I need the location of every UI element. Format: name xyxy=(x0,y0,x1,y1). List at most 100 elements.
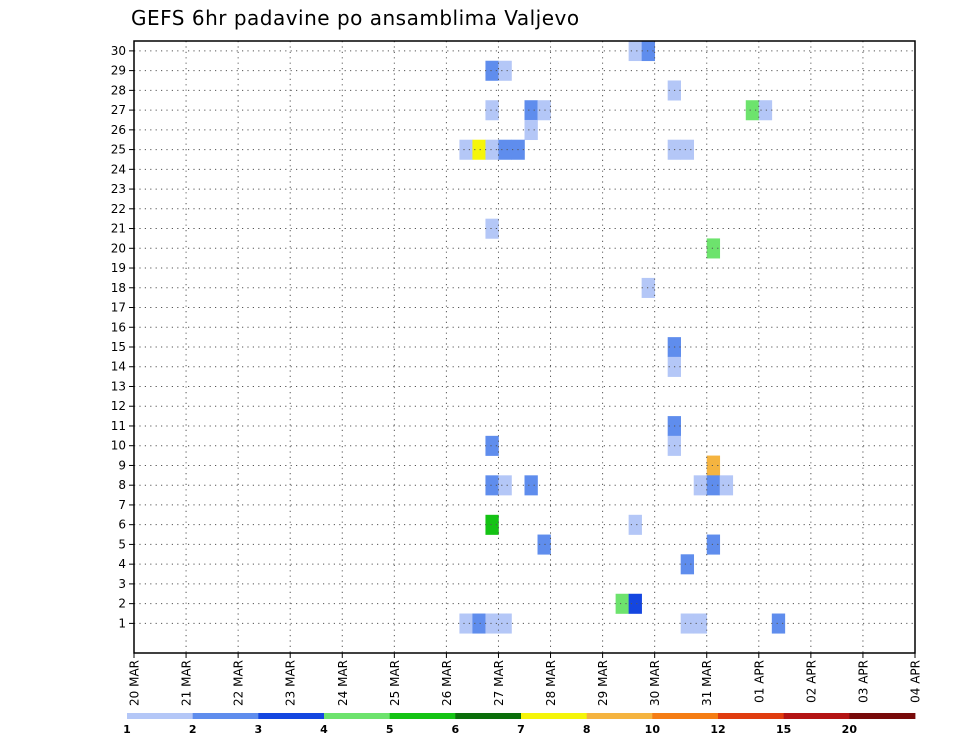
colorbar-swatch xyxy=(389,713,456,719)
colorbar-label: 8 xyxy=(583,723,591,736)
heatmap-cell xyxy=(498,613,512,634)
colorbar-swatch xyxy=(783,713,850,719)
y-tick-label: 25 xyxy=(111,143,126,157)
colorbar-swatch xyxy=(258,713,325,719)
x-tick-label: 23 MAR xyxy=(284,660,298,706)
colorbar-swatch xyxy=(324,713,391,719)
y-tick-label: 3 xyxy=(118,577,126,591)
y-tick-label: 1 xyxy=(118,616,126,630)
y-tick-label: 24 xyxy=(111,162,126,176)
heatmap-cell xyxy=(485,514,499,535)
y-tick-label: 9 xyxy=(118,458,126,472)
heatmap-cell xyxy=(459,139,473,160)
y-tick-label: 13 xyxy=(111,379,126,393)
y-tick-label: 22 xyxy=(111,202,126,216)
heatmap-cell xyxy=(680,613,695,634)
y-tick-label: 2 xyxy=(118,597,126,611)
colorbar-label: 10 xyxy=(645,723,661,736)
x-tick-label: 30 MAR xyxy=(648,660,662,706)
x-tick-label: 21 MAR xyxy=(180,660,194,706)
heatmap-cell xyxy=(472,139,486,160)
chart-title: GEFS 6hr padavine po ansamblima Valjevo xyxy=(131,6,580,30)
heatmap-cell xyxy=(680,139,695,160)
colorbar-label: 5 xyxy=(386,723,394,736)
colorbar-label: 12 xyxy=(710,723,725,736)
y-tick-label: 26 xyxy=(111,123,126,137)
x-tick-label: 04 APR xyxy=(909,660,923,703)
heatmap-cell xyxy=(628,41,642,62)
y-axis: 1234567891011121314151617181920212223242… xyxy=(111,44,134,630)
y-tick-label: 11 xyxy=(111,419,126,433)
heatmap-cell xyxy=(706,455,721,476)
heatmap-cell xyxy=(628,593,642,614)
x-tick-label: 25 MAR xyxy=(388,660,402,706)
x-axis: 20 MAR 21 MAR 22 MAR 23 MAR 24 MAR 25 MAR 26 M… xyxy=(128,653,923,706)
x-tick-label: 20 MAR xyxy=(128,660,142,706)
heatmap-cell xyxy=(485,60,499,81)
y-tick-label: 23 xyxy=(111,182,126,196)
colorbar-swatch xyxy=(586,713,653,719)
colorbar-label: 20 xyxy=(842,723,858,736)
colorbar-swatch xyxy=(192,713,259,719)
y-tick-label: 7 xyxy=(118,498,126,512)
x-tick-label: 31 MAR xyxy=(700,660,714,706)
colorbar-swatch xyxy=(521,713,588,719)
colorbar-swatch xyxy=(455,713,522,719)
y-tick-label: 14 xyxy=(111,360,126,374)
x-tick-label: 01 APR xyxy=(752,660,766,703)
colorbar-label: 3 xyxy=(255,723,263,736)
heatmap-cell xyxy=(524,475,538,496)
heatmap-cell xyxy=(459,613,473,634)
heatmap-cell xyxy=(615,593,629,614)
heatmap-cell xyxy=(498,60,512,81)
x-tick-label: 27 MAR xyxy=(492,660,506,706)
y-tick-label: 16 xyxy=(111,320,126,334)
heatmap-cell xyxy=(693,613,708,634)
y-tick-label: 27 xyxy=(111,103,126,117)
y-tick-label: 10 xyxy=(111,439,126,453)
y-tick-label: 21 xyxy=(111,222,126,236)
heatmap-cell xyxy=(719,475,734,496)
x-tick-label: 03 APR xyxy=(856,660,870,703)
y-tick-label: 30 xyxy=(111,44,126,58)
heatmap-cell xyxy=(524,100,538,121)
heatmap-cell xyxy=(485,100,499,121)
colorbar-label: 2 xyxy=(189,723,197,736)
colorbar-swatch xyxy=(718,713,785,719)
y-tick-label: 29 xyxy=(111,64,126,78)
heatmap-cell xyxy=(485,139,499,160)
heatmap-cell xyxy=(641,277,655,298)
y-tick-label: 17 xyxy=(111,301,126,315)
x-tick-label: 02 APR xyxy=(804,660,818,703)
heatmap-cell xyxy=(706,475,721,496)
heatmap-cell xyxy=(524,119,538,141)
heatmap-cell xyxy=(628,514,642,535)
heatmap-cell xyxy=(537,534,551,555)
heatmap-cell xyxy=(706,534,721,555)
colorbar-label: 4 xyxy=(320,723,328,736)
heatmap-cell xyxy=(771,613,786,634)
y-tick-label: 8 xyxy=(118,478,126,492)
y-tick-label: 19 xyxy=(111,261,126,275)
x-tick-label: 22 MAR xyxy=(232,660,246,706)
heatmap-cell xyxy=(745,100,760,121)
heatmap-cell xyxy=(485,218,499,239)
x-tick-label: 26 MAR xyxy=(440,660,454,706)
x-tick-label: 24 MAR xyxy=(336,660,350,706)
colorbar-swatch xyxy=(849,713,916,719)
colorbar-label: 7 xyxy=(517,723,525,736)
heatmap-cell xyxy=(693,475,708,496)
heatmap-cell xyxy=(641,41,655,62)
y-tick-label: 4 xyxy=(118,557,126,571)
y-tick-label: 28 xyxy=(111,83,126,97)
heatmap-cell xyxy=(498,139,512,160)
colorbar-label: 1 xyxy=(123,723,131,736)
cells-layer xyxy=(459,41,786,634)
heatmap-cell xyxy=(758,100,773,121)
heatmap-cell xyxy=(498,475,512,496)
y-tick-label: 20 xyxy=(111,241,126,255)
y-tick-label: 18 xyxy=(111,281,126,295)
colorbar-swatch xyxy=(652,713,719,719)
y-tick-label: 6 xyxy=(118,518,126,532)
